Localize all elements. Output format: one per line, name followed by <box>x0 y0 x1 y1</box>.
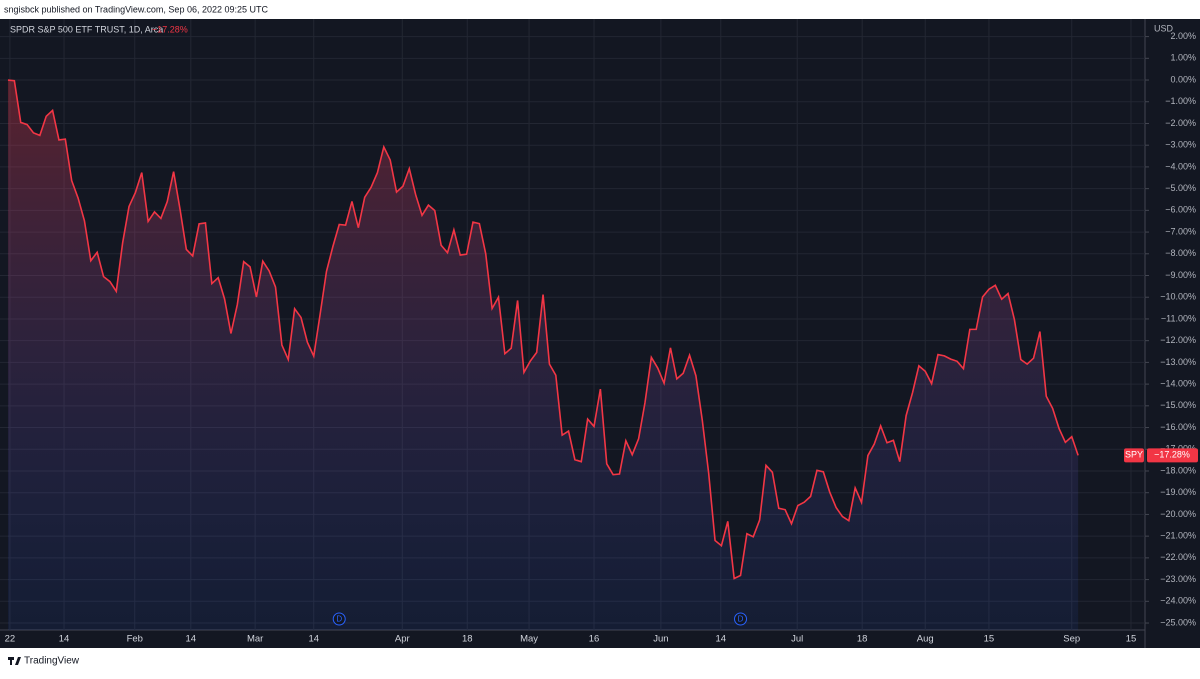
y-tick-label: −3.00% <box>1165 140 1196 150</box>
x-tick-label: Jun <box>653 634 668 645</box>
y-tick-label: −5.00% <box>1165 183 1196 193</box>
x-tick-label: Sep <box>1063 634 1080 645</box>
x-tick-label: Feb <box>127 634 143 645</box>
chart-title: SPDR S&P 500 ETF TRUST, 1D, Arca <box>10 24 163 34</box>
x-tick-label: 14 <box>715 634 726 645</box>
currency: USD <box>1154 23 1174 33</box>
y-tick-label: −1.00% <box>1165 96 1196 106</box>
x-tick-label: 18 <box>462 634 473 645</box>
area-fill <box>7 80 1079 630</box>
y-tick-label: −13.00% <box>1160 357 1196 367</box>
time-axis: 22 14 Feb 14 Mar 14 Apr 18 May 16 Jun 14 Jul 18 Aug 15 S… <box>5 634 1137 645</box>
x-tick-label: Apr <box>395 634 410 645</box>
y-tick-label: −22.00% <box>1160 552 1196 562</box>
logo-part <box>15 657 21 665</box>
y-tick-label: −15.00% <box>1160 400 1196 410</box>
event-marker <box>734 612 748 626</box>
y-tick-label: −16.00% <box>1160 422 1196 432</box>
y-tick-label: −25.00% <box>1160 617 1196 627</box>
series-tag: SPY <box>1125 450 1143 460</box>
x-tick-label: 16 <box>589 634 600 645</box>
x-tick-label: Jul <box>791 634 803 645</box>
x-tick-label: 15 <box>1126 634 1137 645</box>
x-tick-label: Mar <box>247 634 263 645</box>
logo-part <box>10 657 12 665</box>
y-tick-label: −4.00% <box>1165 161 1196 171</box>
y-tick-label: −19.00% <box>1160 487 1196 497</box>
y-tick-label: −14.00% <box>1160 378 1196 388</box>
x-tick-label: 18 <box>857 634 868 645</box>
price-axis: 2.00% 1.00% 0.00% −1.00% −2.00% −3.00% −4.00% −… <box>1145 31 1196 627</box>
x-tick-label: 15 <box>984 634 995 645</box>
x-tick-label: 14 <box>59 634 70 645</box>
x-tick-label: May <box>520 634 538 645</box>
series-tag-box <box>1124 448 1144 463</box>
brand: TradingView <box>24 656 80 667</box>
y-tick-label: 1.00% <box>1170 53 1196 63</box>
y-tick-label: 2.00% <box>1170 31 1196 41</box>
y-tick-label: −11.00% <box>1161 313 1196 323</box>
y-tick-label: −8.00% <box>1165 248 1196 258</box>
y-tick-label: −7.00% <box>1165 226 1196 236</box>
event-marker <box>332 612 346 626</box>
y-tick-label: −20.00% <box>1160 509 1196 519</box>
y-tick-label: −9.00% <box>1165 270 1196 280</box>
publish-info: sngisbck published on TradingView.com, S… <box>4 4 268 14</box>
y-tick-label: 0.00% <box>1170 74 1196 84</box>
price-line <box>7 79 1079 580</box>
y-tick-label: −2.00% <box>1165 118 1196 128</box>
y-tick-label: −6.00% <box>1165 205 1196 215</box>
brand-logo <box>8 657 21 665</box>
x-tick-label: 14 <box>186 634 197 645</box>
last-value-label: −17.28% <box>1154 450 1190 460</box>
y-tick-label: −23.00% <box>1160 574 1196 584</box>
y-tick-label: −10.00% <box>1160 292 1196 302</box>
change-label: −17.28% <box>152 24 188 34</box>
y-tick-label: −24.00% <box>1160 596 1196 606</box>
y-tick-label: −12.00% <box>1160 335 1196 345</box>
x-tick-label: 22 <box>5 634 16 645</box>
event-label: D <box>336 615 342 624</box>
x-tick-label: Aug <box>917 634 934 645</box>
last-value-box <box>1147 448 1198 463</box>
event-label: D <box>738 615 744 624</box>
y-tick-label: −18.00% <box>1160 465 1196 475</box>
x-tick-label: 14 <box>308 634 319 645</box>
y-tick-label: −21.00% <box>1160 531 1196 541</box>
